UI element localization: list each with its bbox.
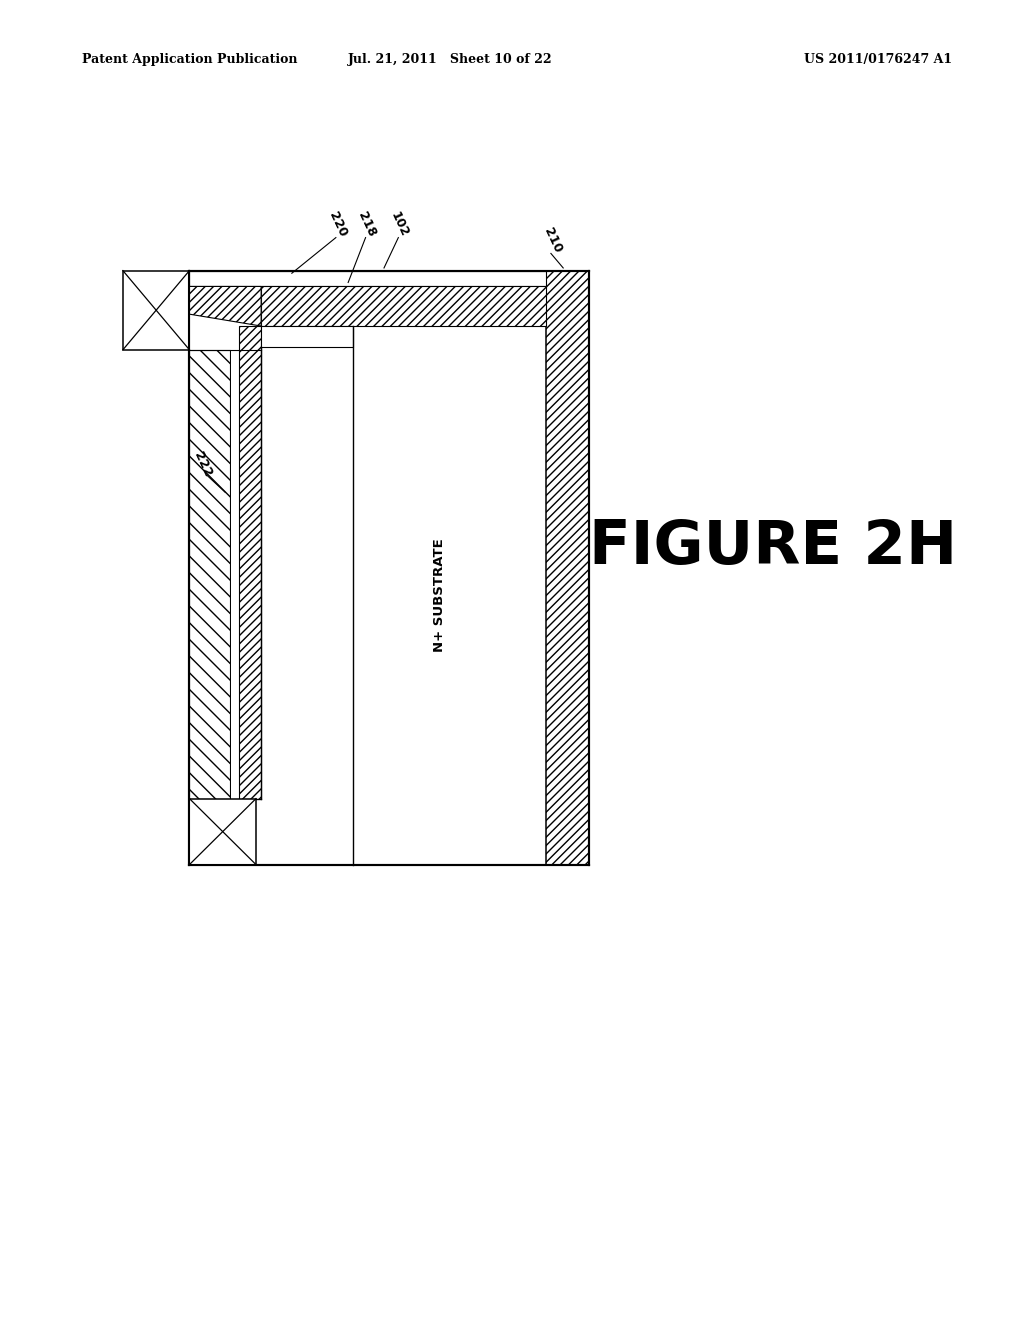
Bar — [189, 350, 230, 799]
Bar — [354, 327, 545, 863]
Text: 102: 102 — [388, 210, 411, 239]
Bar — [189, 271, 546, 286]
Bar — [261, 326, 353, 347]
Text: N+ SUBSTRATE: N+ SUBSTRATE — [433, 539, 445, 652]
Bar — [546, 271, 589, 865]
Polygon shape — [189, 286, 261, 326]
Text: Patent Application Publication: Patent Application Publication — [82, 53, 297, 66]
Bar — [230, 350, 239, 799]
Text: 218: 218 — [355, 210, 378, 239]
Text: 210: 210 — [542, 226, 564, 255]
Text: FIGURE 2H: FIGURE 2H — [589, 519, 957, 577]
Bar — [261, 286, 546, 326]
Text: US 2011/0176247 A1: US 2011/0176247 A1 — [804, 53, 952, 66]
Bar — [189, 271, 589, 865]
Bar — [189, 799, 256, 865]
Text: 220: 220 — [327, 210, 349, 239]
Text: Jul. 21, 2011   Sheet 10 of 22: Jul. 21, 2011 Sheet 10 of 22 — [348, 53, 553, 66]
Text: 222: 222 — [191, 450, 214, 479]
Bar — [123, 271, 189, 350]
Bar — [239, 326, 261, 799]
